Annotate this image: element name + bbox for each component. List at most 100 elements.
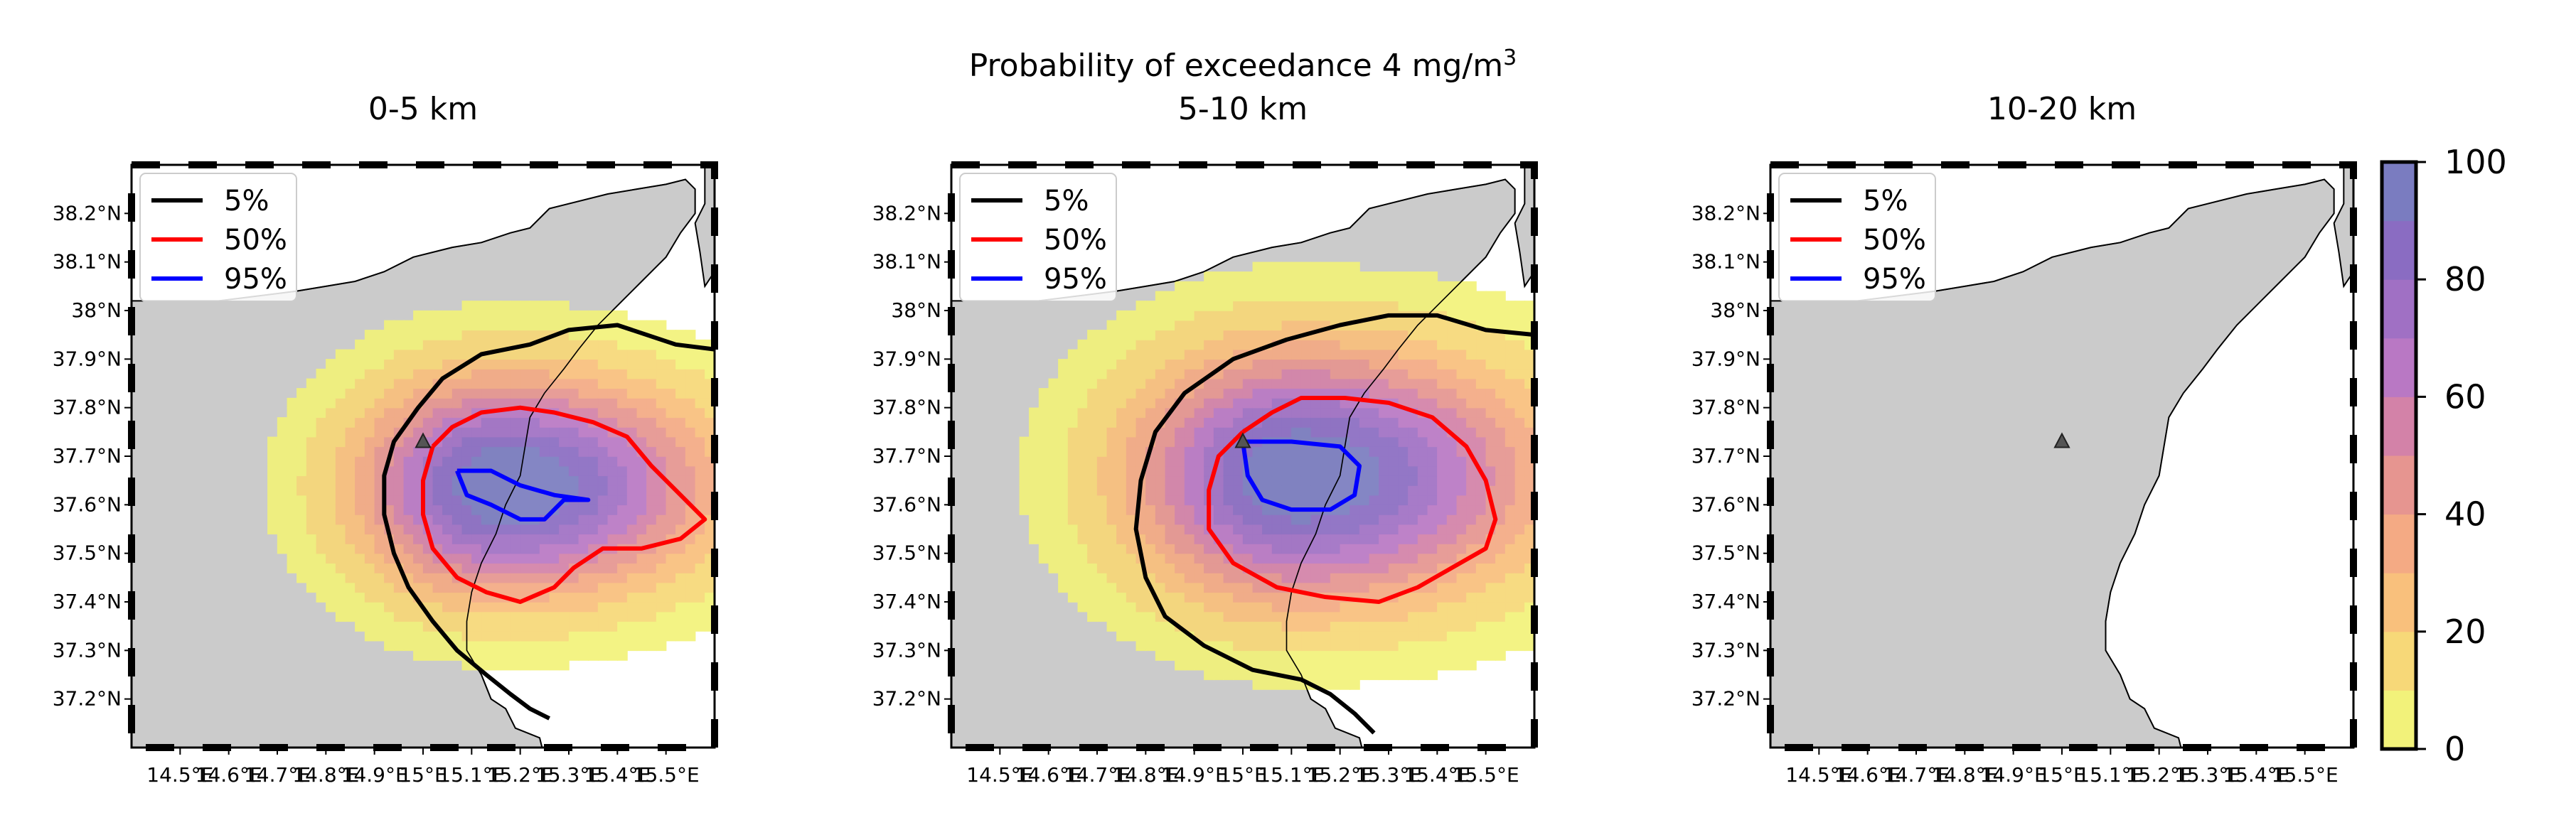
heatmap-cell (296, 465, 307, 477)
heatmap-cell (1388, 524, 1399, 535)
heatmap-cell (1067, 543, 1079, 554)
heatmap-cell (656, 572, 667, 583)
heatmap-cell (364, 455, 375, 467)
heatmap-cell (1524, 301, 1534, 311)
heatmap-cell (481, 339, 492, 350)
heatmap-cell (481, 553, 492, 564)
heatmap-cell (1466, 281, 1477, 292)
heatmap-cell (1291, 426, 1302, 438)
heatmap-cell (1135, 320, 1147, 331)
heatmap-cell (666, 446, 677, 457)
heatmap-cell (1077, 446, 1089, 457)
heatmap-cell (1087, 465, 1098, 477)
heatmap-cell (1204, 572, 1214, 583)
heatmap-cell (1300, 495, 1312, 506)
heatmap-cell (578, 378, 589, 389)
heatmap-cell (413, 339, 424, 350)
heatmap-cell (1165, 330, 1176, 340)
heatmap-cell (1087, 417, 1098, 428)
heatmap-cell (1184, 553, 1195, 564)
heatmap-cell (705, 368, 715, 379)
heatmap-cell (1524, 417, 1534, 428)
heatmap-cell (636, 320, 648, 331)
heatmap-cell (1320, 407, 1331, 419)
xtick-label: 15.5°E (633, 763, 700, 787)
heatmap-cell (1300, 563, 1312, 573)
heatmap-cell (607, 310, 619, 321)
heatmap-cell (1330, 417, 1341, 428)
heatmap-cell (1456, 417, 1468, 428)
heatmap-cell (277, 417, 288, 428)
heatmap-cell (432, 495, 444, 506)
heatmap-cell (1437, 455, 1448, 467)
heatmap-cell (675, 592, 686, 603)
heatmap-cell (1398, 446, 1409, 457)
heatmap-cell (617, 359, 628, 370)
heatmap-cell (1379, 271, 1389, 282)
heatmap-cell (1350, 349, 1360, 360)
heatmap-cell (1350, 291, 1360, 302)
heatmap-cell (1291, 601, 1302, 613)
heatmap-cell (1048, 397, 1059, 409)
heatmap-cell (1204, 320, 1214, 331)
heatmap-cell (607, 524, 619, 535)
heatmap-cell (335, 553, 346, 564)
heatmap-cell (1466, 495, 1477, 506)
heatmap-cell (559, 426, 570, 438)
heatmap-cell (277, 485, 288, 496)
heatmap-cell (364, 505, 375, 515)
heatmap-cell (1067, 592, 1079, 603)
heatmap-cell (1233, 281, 1244, 292)
heatmap-cell (1417, 553, 1428, 564)
heatmap-cell (1495, 505, 1506, 515)
heatmap-cell (335, 582, 346, 593)
heatmap-cell (1320, 310, 1331, 321)
heatmap-cell (1417, 669, 1428, 681)
heatmap-cell (1291, 261, 1302, 273)
heatmap-cell (1466, 368, 1477, 379)
heatmap-cell (1155, 455, 1166, 467)
heatmap-cell (607, 368, 619, 379)
heatmap-cell (1427, 291, 1438, 302)
heatmap-cell (481, 630, 492, 642)
heatmap-cell (374, 359, 385, 370)
heatmap-cell (442, 582, 453, 593)
heatmap-cell (1379, 669, 1389, 681)
heatmap-cell (1388, 291, 1399, 302)
heatmap-cell (597, 359, 609, 370)
heatmap-cell (1135, 426, 1147, 438)
heatmap-cell (675, 359, 686, 370)
heatmap-cell (1485, 310, 1497, 321)
heatmap-cell (1281, 426, 1293, 438)
heatmap-cell (1485, 368, 1497, 379)
heatmap-cell (1330, 679, 1341, 690)
heatmap-cell (461, 426, 473, 438)
ytick-label: 37.2°N (872, 687, 941, 711)
heatmap-cell (316, 543, 327, 554)
heatmap-cell (1165, 572, 1176, 583)
heatmap-cell (1398, 534, 1409, 544)
heatmap-cell (1204, 359, 1214, 370)
heatmap-cell (675, 368, 686, 379)
heatmap-cell (588, 572, 599, 583)
heatmap-cell (1126, 465, 1137, 477)
heatmap-cell (1514, 534, 1526, 544)
heatmap-cell (326, 563, 336, 573)
heatmap-cell (1262, 378, 1273, 389)
heatmap-cell (1077, 514, 1089, 525)
heatmap-cell (1106, 524, 1118, 535)
heatmap-cell (1475, 582, 1487, 593)
heatmap-cell (471, 524, 482, 535)
heatmap-cell (1126, 378, 1137, 389)
heatmap-cell (1233, 475, 1244, 486)
heatmap-cell (1495, 543, 1506, 554)
heatmap-cell (1505, 630, 1516, 642)
heatmap-cell (1126, 630, 1137, 642)
heatmap-cell (1369, 505, 1380, 515)
heatmap-cell (1427, 465, 1438, 477)
heatmap-cell (413, 388, 424, 399)
heatmap-cell (1456, 601, 1468, 613)
heatmap-cell (559, 397, 570, 409)
heatmap-cell (1495, 611, 1506, 622)
heatmap-cell (1320, 650, 1331, 661)
